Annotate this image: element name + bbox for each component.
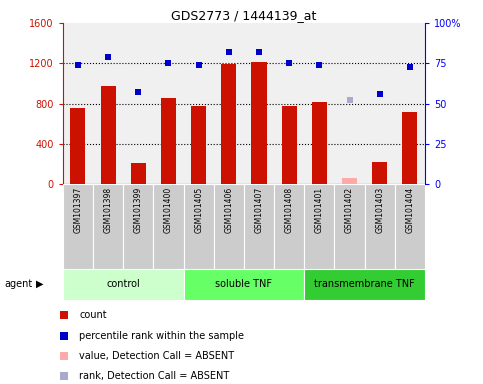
Text: GSM101397: GSM101397 (73, 187, 83, 233)
Bar (71, 108, 85, 184)
Bar (221, 64, 236, 184)
Bar (334, 184, 365, 269)
Bar (244, 184, 274, 269)
Text: rank, Detection Call = ABSENT: rank, Detection Call = ABSENT (79, 371, 229, 381)
Bar (402, 112, 417, 184)
Text: GSM101407: GSM101407 (255, 187, 264, 233)
Text: ▶: ▶ (36, 279, 44, 289)
Bar (304, 184, 334, 269)
Bar (312, 102, 327, 184)
Bar (100, 86, 115, 184)
Bar (191, 106, 206, 184)
Text: transmembrane TNF: transmembrane TNF (314, 279, 415, 289)
Bar (252, 62, 267, 184)
Bar (63, 184, 93, 269)
Bar (154, 184, 184, 269)
Bar (213, 184, 244, 269)
Bar (365, 184, 395, 269)
Bar (184, 184, 213, 269)
Title: GDS2773 / 1444139_at: GDS2773 / 1444139_at (171, 9, 316, 22)
Bar (123, 184, 154, 269)
Text: GSM101405: GSM101405 (194, 187, 203, 233)
Bar (274, 184, 304, 269)
Text: GSM101408: GSM101408 (284, 187, 294, 233)
Text: soluble TNF: soluble TNF (215, 279, 272, 289)
Text: control: control (106, 279, 140, 289)
Text: GSM101399: GSM101399 (134, 187, 143, 233)
Text: GSM101398: GSM101398 (103, 187, 113, 233)
Bar (161, 98, 176, 184)
Text: GSM101406: GSM101406 (224, 187, 233, 233)
Text: percentile rank within the sample: percentile rank within the sample (79, 331, 244, 341)
Text: value, Detection Call = ABSENT: value, Detection Call = ABSENT (79, 351, 234, 361)
Text: GSM101400: GSM101400 (164, 187, 173, 233)
Bar (131, 163, 146, 184)
Bar (184, 269, 304, 300)
Text: agent: agent (5, 279, 33, 289)
Text: GSM101402: GSM101402 (345, 187, 354, 233)
Bar (304, 269, 425, 300)
Text: GSM101403: GSM101403 (375, 187, 384, 233)
Bar (93, 184, 123, 269)
Bar (282, 106, 297, 184)
Bar (342, 178, 357, 184)
Bar (395, 184, 425, 269)
Text: count: count (79, 310, 107, 321)
Text: GSM101401: GSM101401 (315, 187, 324, 233)
Bar (63, 269, 184, 300)
Text: GSM101404: GSM101404 (405, 187, 414, 233)
Bar (372, 162, 387, 184)
